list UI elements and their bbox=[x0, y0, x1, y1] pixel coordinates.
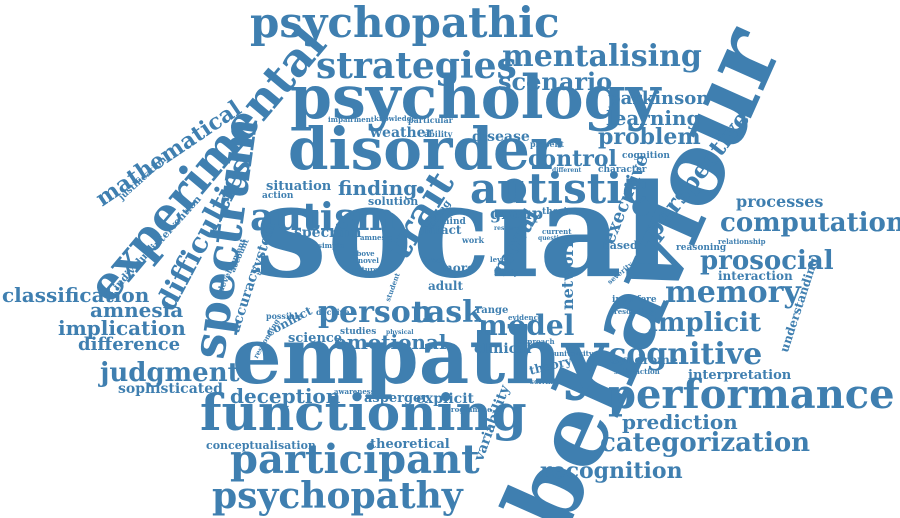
word-ability: ability bbox=[424, 129, 453, 139]
word-categorization: categorization bbox=[600, 428, 811, 458]
word-evidence: evidence bbox=[508, 313, 543, 322]
word-autistic: autistic bbox=[470, 164, 648, 213]
word-solving: solving bbox=[530, 377, 558, 386]
word-memory: memory bbox=[665, 275, 801, 310]
word-finding: finding bbox=[338, 176, 418, 200]
word-awareness: awareness bbox=[334, 387, 375, 396]
word-weather: weather bbox=[370, 125, 433, 141]
word-difference: difference bbox=[78, 334, 181, 355]
word-network: network bbox=[558, 236, 577, 310]
word-study: study bbox=[494, 267, 519, 277]
word-person: person bbox=[318, 295, 433, 330]
word-cognition: cognition bbox=[622, 151, 670, 161]
word-classification: classification bbox=[2, 283, 150, 307]
word-thesis: thesis bbox=[542, 207, 572, 217]
word-prediction: prediction bbox=[622, 410, 738, 434]
word-disorder: disorder bbox=[288, 115, 561, 183]
word-performance: performance bbox=[608, 371, 895, 418]
word-sophisticated: sophisticated bbox=[118, 381, 223, 397]
word-simple: simple bbox=[318, 241, 345, 250]
word-mind: mind bbox=[440, 217, 466, 227]
word-problem: problem bbox=[598, 124, 701, 150]
word-task: task bbox=[412, 295, 483, 330]
word-novel: novel bbox=[358, 256, 379, 265]
word-action: action bbox=[262, 191, 294, 201]
word-science: science bbox=[288, 331, 343, 346]
word-prosocial: prosocial bbox=[700, 246, 834, 276]
word-character: character bbox=[598, 165, 647, 175]
word-functioning: functioning bbox=[200, 383, 527, 442]
word-range: range bbox=[476, 305, 509, 316]
word-resolution: resolution bbox=[614, 307, 655, 316]
word-university: university bbox=[554, 349, 593, 358]
word-nature: nature bbox=[352, 265, 379, 274]
word-intact: intact bbox=[422, 223, 462, 237]
word-interaction: interaction bbox=[718, 269, 793, 283]
word-approach: approach bbox=[518, 337, 555, 346]
word-amnesic: amnesic bbox=[360, 233, 393, 242]
word-processes: processes bbox=[736, 192, 824, 211]
word-research: research bbox=[494, 225, 524, 232]
word-satisfaction: satisfaction bbox=[614, 367, 660, 376]
word-autism: autism bbox=[250, 194, 396, 239]
word-interpretation: interpretation bbox=[688, 368, 792, 383]
word-present: present bbox=[530, 139, 565, 149]
word-above: above bbox=[352, 249, 375, 258]
word-parkinson: parkinson bbox=[608, 88, 710, 109]
word-particular: particular bbox=[408, 115, 453, 125]
word-more: more bbox=[440, 261, 475, 275]
word-solution: solution bbox=[368, 195, 419, 208]
word-studies: studies bbox=[340, 327, 377, 337]
word-emotional: emotional bbox=[334, 330, 447, 354]
word-recognition: recognition bbox=[540, 458, 683, 484]
word-question: question bbox=[538, 235, 568, 242]
word-possible: possible bbox=[266, 311, 303, 321]
word-psychopathic: psychopathic bbox=[250, 0, 560, 47]
word-time: time bbox=[422, 255, 443, 265]
word-interfere: interfere bbox=[612, 295, 657, 305]
word-strategies: strategies bbox=[316, 45, 517, 87]
word-current: current bbox=[542, 227, 572, 236]
word-deception: deception bbox=[230, 384, 341, 408]
word-learning: learning bbox=[606, 106, 701, 130]
word-conceptualisation: conceptualisation bbox=[206, 439, 316, 452]
word-situation: situation bbox=[266, 179, 332, 194]
word-computational: computational bbox=[720, 208, 900, 238]
word-level: level bbox=[490, 255, 509, 264]
word-work: work bbox=[462, 235, 484, 245]
word-amnesia: amnesia bbox=[90, 298, 184, 322]
word-mentalising: mentalising bbox=[502, 39, 702, 74]
word-psychopathy: psychopathy bbox=[212, 475, 463, 517]
word-impairment: impairment bbox=[328, 115, 375, 124]
word-implicit: implicit bbox=[648, 308, 762, 338]
word-syndrome: syndrome bbox=[612, 353, 678, 367]
word-group: group bbox=[490, 204, 544, 223]
word-scenario: scenario bbox=[498, 67, 613, 96]
word-reasoning: reasoning bbox=[676, 243, 727, 253]
word-knowledge: knowledge bbox=[374, 114, 416, 123]
word-participant: participant bbox=[230, 436, 480, 483]
word-explicit: explicit bbox=[416, 391, 474, 407]
word-social: social bbox=[255, 157, 671, 307]
word-adult: adult bbox=[428, 279, 463, 293]
word-asperger: asperger bbox=[364, 391, 429, 406]
word-physical: physical bbox=[386, 329, 414, 336]
word-deceive: deceive bbox=[316, 307, 350, 317]
word-implication: implication bbox=[58, 316, 186, 340]
word-based: based bbox=[602, 239, 638, 252]
word-clinical: clinical bbox=[474, 341, 532, 357]
word-specrum: specrum bbox=[294, 225, 362, 241]
word-judgment: judgment bbox=[100, 358, 240, 388]
word-theoretical: theoretical bbox=[370, 437, 450, 452]
word-model: model bbox=[478, 309, 575, 342]
word-empathy: empathy bbox=[232, 311, 608, 402]
word-psychology: psychology bbox=[290, 63, 661, 133]
word-disease: disease bbox=[472, 129, 530, 145]
word-cognitive: cognitive bbox=[608, 337, 763, 372]
word-programme: programme bbox=[446, 405, 492, 414]
word-relationship: relationship bbox=[718, 237, 766, 246]
word-control: control bbox=[528, 146, 617, 172]
word-different: different bbox=[552, 167, 582, 174]
